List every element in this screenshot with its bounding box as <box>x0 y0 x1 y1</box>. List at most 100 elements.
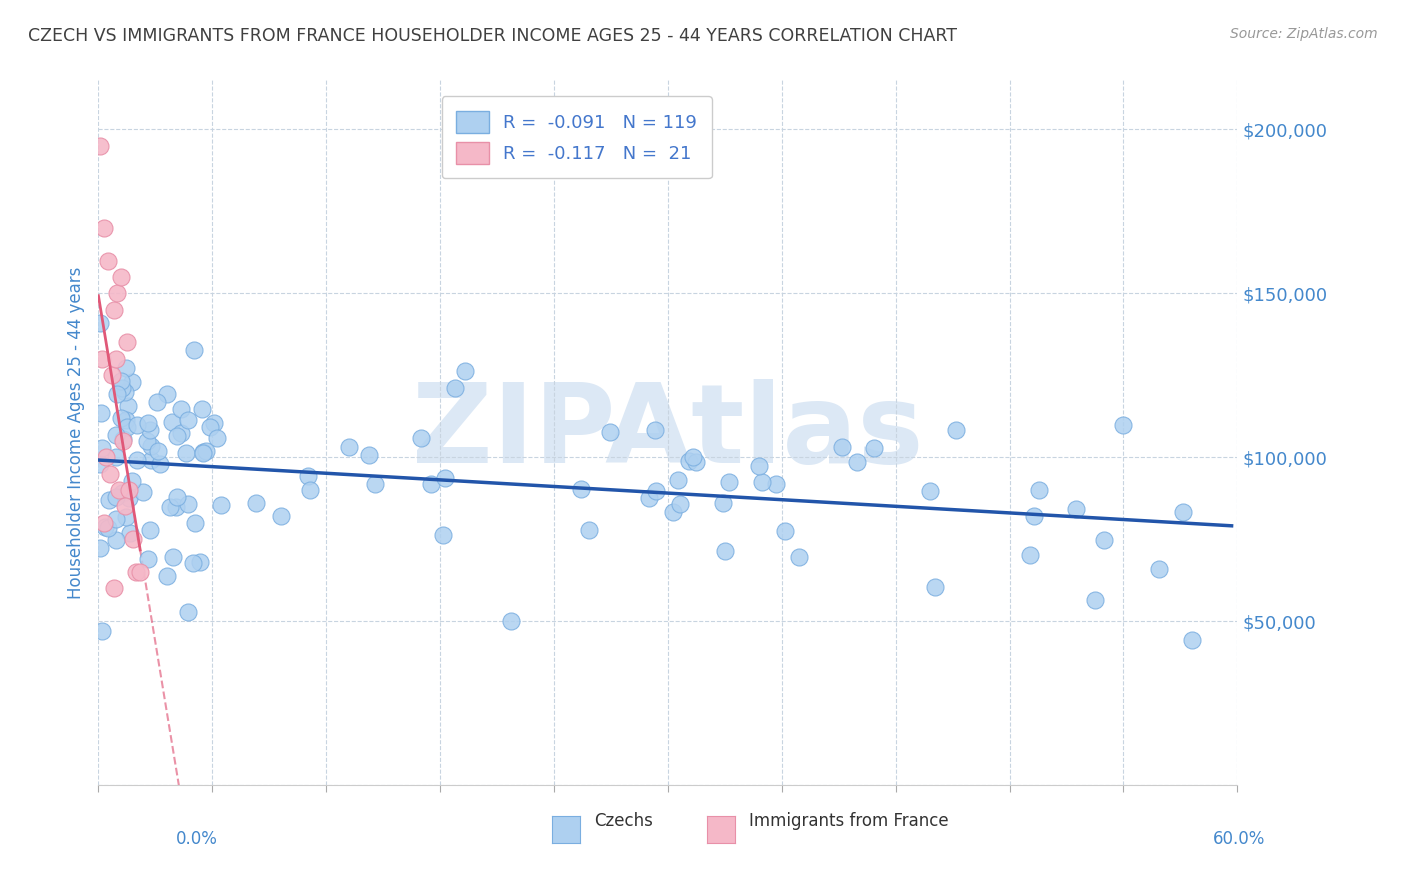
Point <box>181 556 204 570</box>
Point <box>270 508 292 523</box>
Point <box>104 533 127 548</box>
Point <box>945 423 967 437</box>
Point <box>111 381 134 395</box>
Point <box>669 497 692 511</box>
Point <box>136 552 159 566</box>
Text: Czechs: Czechs <box>593 812 652 830</box>
Point <box>166 491 188 505</box>
Point <box>177 605 200 619</box>
Point <box>1018 548 1040 562</box>
Point <box>337 440 360 454</box>
Point <box>1171 505 1194 519</box>
Point <box>209 498 232 512</box>
Point <box>103 582 125 596</box>
Point <box>136 417 159 431</box>
Point <box>105 386 128 401</box>
Point <box>121 532 143 546</box>
Point <box>773 524 796 539</box>
Point <box>159 500 181 515</box>
Point <box>1028 483 1050 497</box>
Point <box>176 497 198 511</box>
Point <box>91 351 114 366</box>
Point <box>112 432 135 446</box>
Text: 60.0%: 60.0% <box>1213 830 1265 847</box>
Point <box>444 381 467 395</box>
Point <box>103 302 125 317</box>
Point <box>205 431 228 445</box>
Point <box>115 361 138 376</box>
Point <box>1022 509 1045 524</box>
Point <box>104 490 127 504</box>
Point <box>183 516 205 530</box>
Point <box>100 368 122 383</box>
Point <box>685 455 707 469</box>
Point <box>198 420 221 434</box>
Point <box>145 395 167 409</box>
Point <box>156 568 179 582</box>
Point <box>711 496 734 510</box>
Point <box>139 423 162 437</box>
Point <box>170 401 193 416</box>
Point <box>107 286 129 301</box>
Point <box>149 457 172 471</box>
Point <box>193 446 215 460</box>
Text: ZIPAtlas: ZIPAtlas <box>412 379 924 486</box>
Point <box>420 476 443 491</box>
Point <box>90 441 112 455</box>
Point <box>89 457 111 471</box>
Point <box>1064 502 1087 516</box>
Point <box>115 413 138 427</box>
Point <box>787 549 810 564</box>
Point <box>714 544 737 558</box>
Text: CZECH VS IMMIGRANTS FROM FRANCE HOUSEHOLDER INCOME AGES 25 - 44 YEARS CORRELATIO: CZECH VS IMMIGRANTS FROM FRANCE HOUSEHOL… <box>28 27 957 45</box>
Point <box>97 253 120 268</box>
Point <box>165 500 187 515</box>
Point <box>202 416 225 430</box>
Point <box>432 527 454 541</box>
Point <box>920 483 942 498</box>
Point <box>139 523 162 537</box>
Point <box>569 482 592 496</box>
Point <box>162 416 184 430</box>
Point <box>751 475 773 489</box>
Point <box>718 475 741 489</box>
Point <box>862 441 884 455</box>
Point <box>174 446 197 460</box>
Point <box>132 485 155 500</box>
Text: Immigrants from France: Immigrants from France <box>748 812 948 830</box>
Point <box>110 374 132 388</box>
Point <box>127 417 149 432</box>
Point <box>666 473 689 487</box>
Point <box>434 470 457 484</box>
Point <box>89 138 111 153</box>
Point <box>105 450 128 464</box>
Point <box>678 454 700 468</box>
Point <box>191 445 214 459</box>
Point <box>118 483 141 497</box>
Point <box>637 491 659 505</box>
Y-axis label: Householder Income Ages 25 - 44 years: Householder Income Ages 25 - 44 years <box>66 267 84 599</box>
Point <box>141 439 163 453</box>
Point <box>127 452 149 467</box>
Point <box>104 351 127 366</box>
Point <box>409 431 432 445</box>
Point <box>357 448 380 462</box>
Point <box>169 426 191 441</box>
Point <box>363 477 385 491</box>
Point <box>118 525 141 540</box>
Point <box>118 491 141 506</box>
Point <box>114 500 136 514</box>
Point <box>297 469 319 483</box>
Point <box>644 423 666 437</box>
Point <box>148 444 170 458</box>
Point <box>104 512 127 526</box>
Point <box>183 343 205 358</box>
Text: 0.0%: 0.0% <box>176 830 218 847</box>
Point <box>110 269 132 284</box>
Point <box>112 434 135 448</box>
Point <box>115 420 138 434</box>
Text: Source: ZipAtlas.com: Source: ZipAtlas.com <box>1230 27 1378 41</box>
Point <box>110 410 132 425</box>
Point <box>454 364 477 378</box>
Point <box>1181 633 1204 648</box>
